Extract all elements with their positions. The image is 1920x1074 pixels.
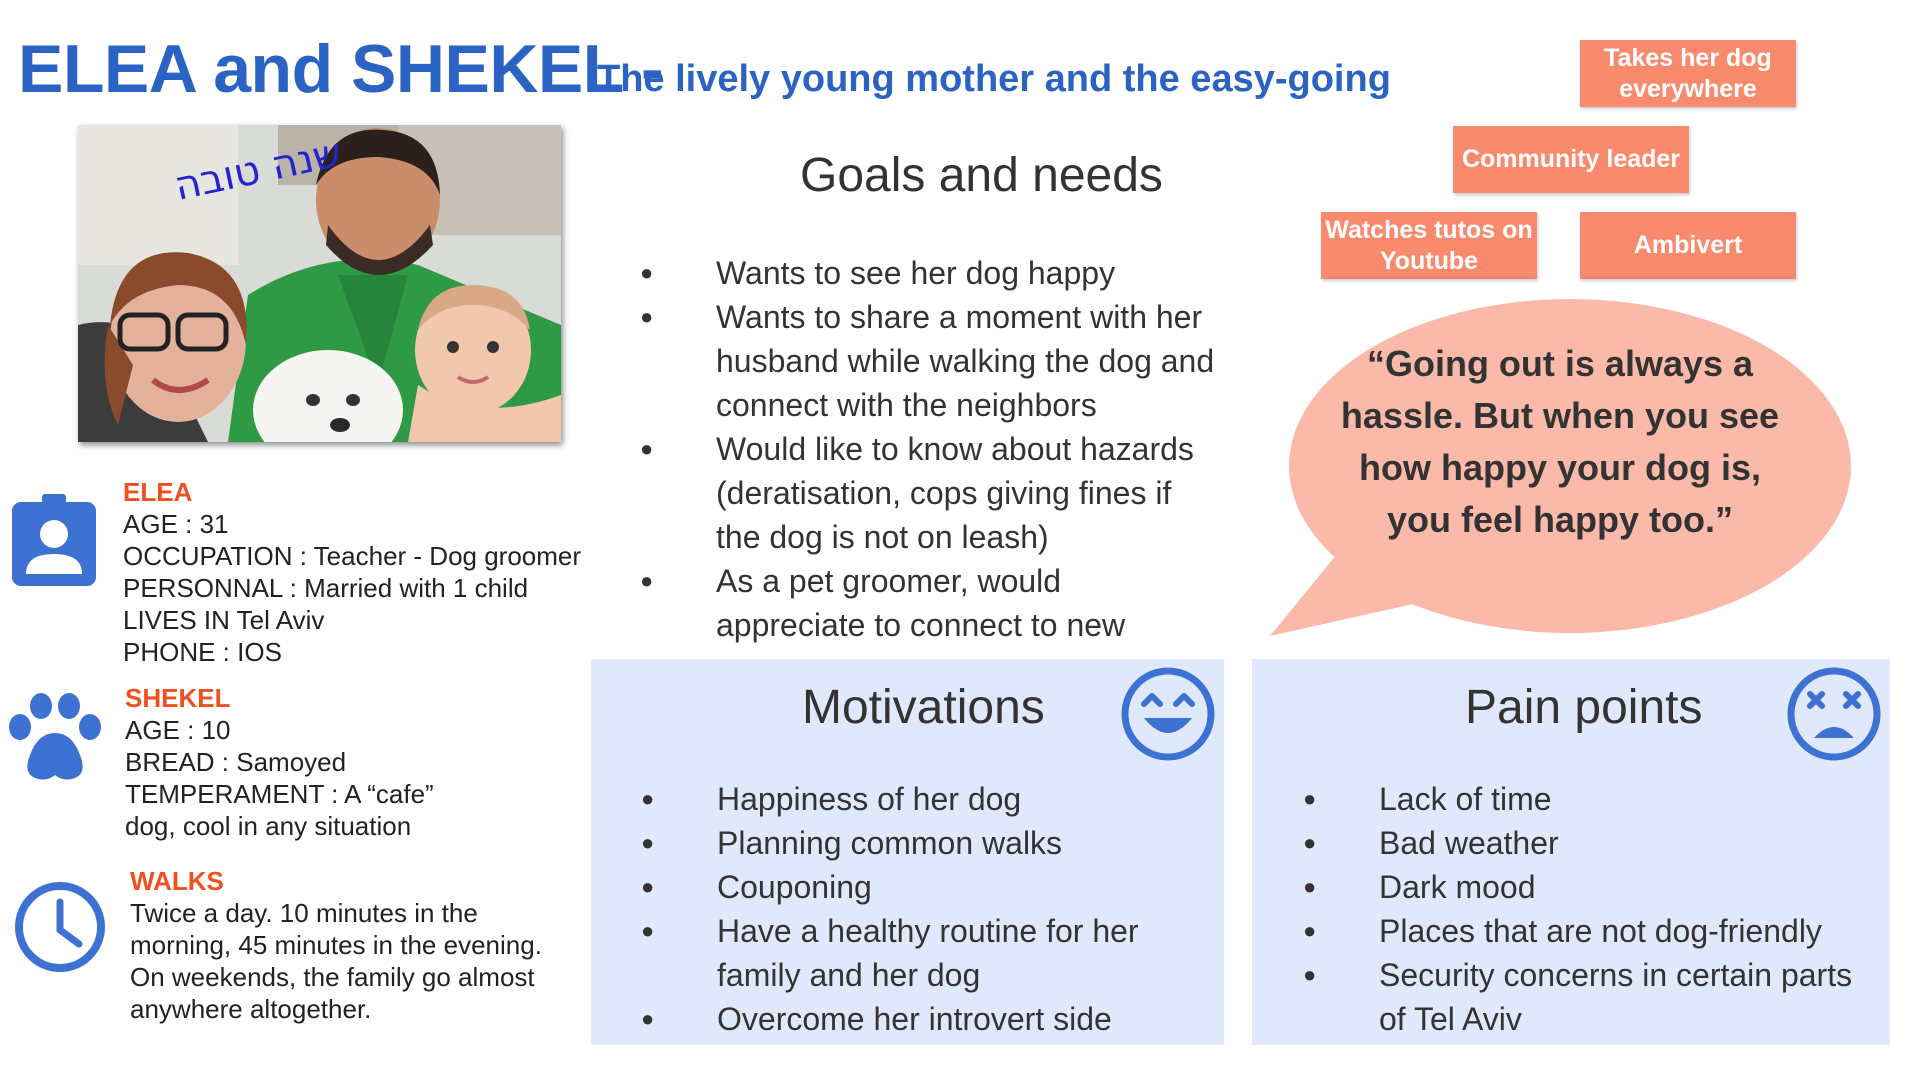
tag-watches-tutos: Watches tutos on Youtube — [1321, 212, 1537, 279]
list-item: Would like to know about hazards (derati… — [640, 427, 1215, 559]
elea-phone: PHONE : IOS — [123, 637, 282, 667]
quote-text: “Going out is always a hassle. But when … — [1340, 343, 1780, 540]
goals-title: Goals and needs — [800, 149, 1163, 202]
list-item: Dark mood — [1303, 865, 1878, 909]
shekel-temperament: TEMPERAMENT : A “cafe” — [125, 779, 434, 809]
happy-face-icon — [1120, 666, 1216, 762]
list-item: Couponing — [641, 865, 1201, 909]
shekel-temperament-cont: dog, cool in any situation — [125, 811, 412, 841]
motivations-title: Motivations — [802, 681, 1045, 734]
list-item: Places that are not dog-friendly — [1303, 909, 1878, 953]
walks-details: Twice a day. 10 minutes in the morning, … — [130, 897, 542, 1025]
family-photo: שנה טובה — [78, 125, 561, 442]
elea-age: AGE : 31 — [123, 509, 229, 539]
walks-line: Twice a day. 10 minutes in the — [130, 898, 478, 928]
elea-details: AGE : 31 OCCUPATION : Teacher - Dog groo… — [123, 508, 581, 668]
list-item: Planning common walks — [641, 821, 1201, 865]
list-item: Wants to share a moment with her husband… — [640, 295, 1215, 427]
walks-label: WALKS — [130, 866, 224, 896]
list-item: Lack of time — [1303, 777, 1878, 821]
goals-list: Wants to see her dog happy Wants to shar… — [640, 251, 1215, 691]
persona-subtitle: The lively young mother and the easy-goi… — [597, 58, 1391, 100]
walks-line: anywhere altogether. — [130, 994, 372, 1024]
list-item: Happiness of her dog — [641, 777, 1201, 821]
pain-points-title: Pain points — [1465, 681, 1703, 734]
paw-icon — [8, 693, 102, 783]
list-item: Bad weather — [1303, 821, 1878, 865]
shekel-breed: BREAD : Samoyed — [125, 747, 347, 777]
list-item: Have a healthy routine for her family an… — [641, 909, 1201, 997]
list-item: Wants to see her dog happy — [640, 251, 1215, 295]
persona-title: ELEA and SHEKEL - — [18, 31, 664, 107]
list-item: Security concerns in certain parts of Te… — [1303, 953, 1878, 1041]
dizzy-sad-face-icon — [1786, 666, 1882, 762]
elea-occupation: OCCUPATION : Teacher - Dog groomer — [123, 541, 582, 571]
elea-personnal: PERSONNAL : Married with 1 child — [123, 573, 529, 603]
tag-community-leader: Community leader — [1453, 126, 1689, 193]
contact-badge-icon — [12, 494, 96, 586]
walks-line: On weekends, the family go almost — [130, 962, 535, 992]
tag-ambivert: Ambivert — [1580, 212, 1796, 279]
tag-takes-dog-everywhere: Takes her dog everywhere — [1580, 40, 1796, 107]
quote-bubble — [1265, 298, 1851, 643]
motivations-list: Happiness of her dog Planning common wal… — [641, 777, 1201, 1041]
clock-icon — [13, 880, 107, 974]
elea-label: ELEA — [123, 477, 193, 507]
list-item: As a pet groomer, would appreciate to co… — [640, 559, 1215, 691]
walks-line: morning, 45 minutes in the evening. — [130, 930, 542, 960]
shekel-age: AGE : 10 — [125, 715, 231, 745]
shekel-label: SHEKEL — [125, 683, 231, 713]
shekel-details: AGE : 10 BREAD : Samoyed TEMPERAMENT : A… — [125, 714, 434, 842]
list-item: Overcome her introvert side — [641, 997, 1201, 1041]
elea-lives-in: LIVES IN Tel Aviv — [123, 605, 325, 635]
pain-points-list: Lack of time Bad weather Dark mood Place… — [1303, 777, 1878, 1041]
